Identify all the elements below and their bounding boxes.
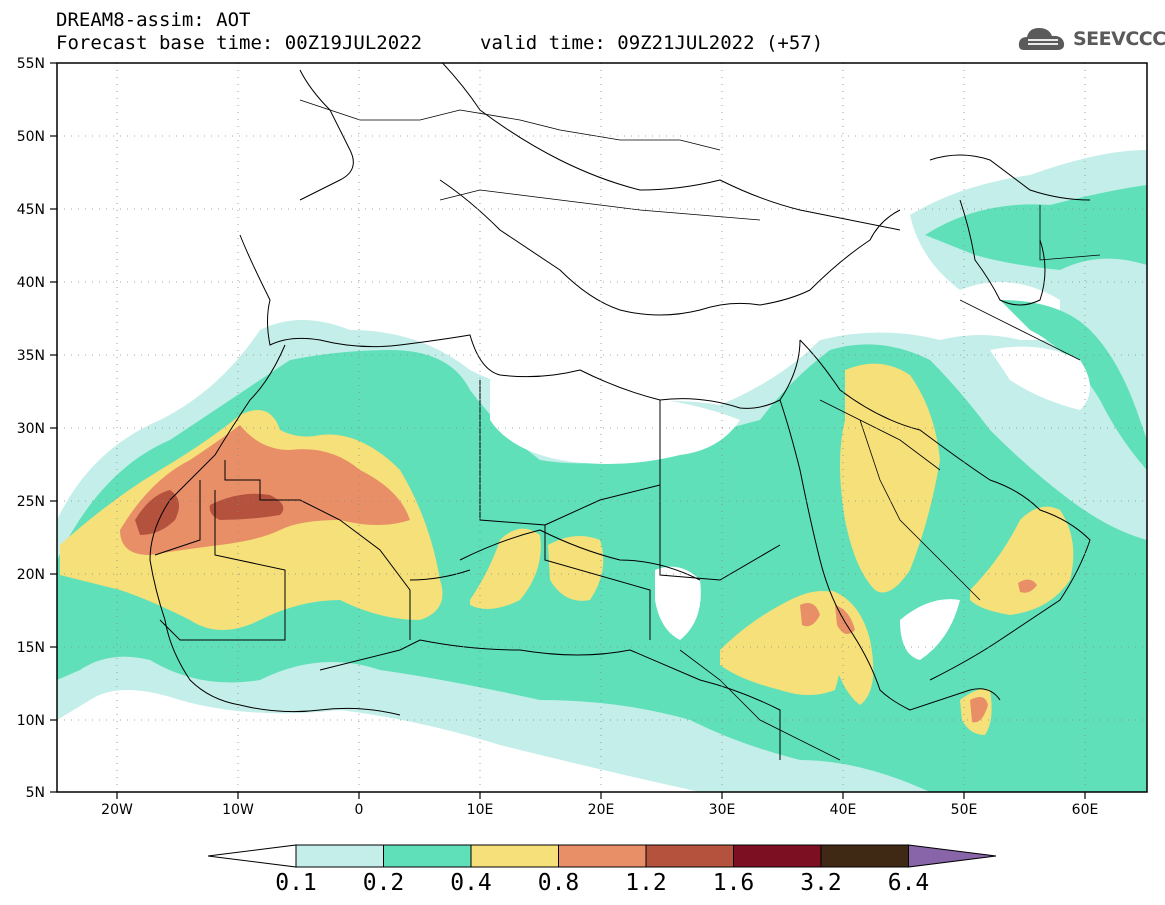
valid-time: valid time: 09Z21JUL2022 (+57) xyxy=(480,32,824,54)
colorbar-swatch xyxy=(558,844,647,868)
lon-label: 40E xyxy=(830,802,857,818)
colorbar-label: 1.2 xyxy=(625,870,667,896)
product-title: DREAM8-assim: AOT xyxy=(56,9,251,31)
aot-field xyxy=(57,63,1147,792)
lon-label: 20E xyxy=(588,802,615,818)
lat-label: 30N xyxy=(17,421,45,437)
colorbar-label: 3.2 xyxy=(800,870,842,896)
colorbar-label: 0.1 xyxy=(275,870,317,896)
lat-label: 20N xyxy=(17,567,45,583)
lat-label: 35N xyxy=(17,348,45,364)
lon-label: 0 xyxy=(355,802,364,818)
lon-label: 50E xyxy=(951,802,978,818)
forecast-base-time: Forecast base time: 00Z19JUL2022 xyxy=(56,32,423,54)
lat-label: 5N xyxy=(26,785,45,801)
lat-label: 15N xyxy=(17,640,45,656)
colorbar-swatch xyxy=(820,844,909,868)
lat-label: 45N xyxy=(17,202,45,218)
colorbar-swatch xyxy=(733,844,822,868)
lat-label: 40N xyxy=(17,275,45,291)
colorbar-swatch xyxy=(470,844,559,868)
country-borders xyxy=(299,99,1101,761)
colorbar-swatch xyxy=(295,844,384,868)
lat-label: 25N xyxy=(17,494,45,510)
colorbar-under-arrow xyxy=(207,844,297,868)
axis-ticks xyxy=(50,62,1086,799)
colorbar-label: 0.8 xyxy=(537,870,580,896)
cloud-icon xyxy=(1018,28,1065,50)
lat-label: 55N xyxy=(17,56,45,72)
colorbar-label: 0.2 xyxy=(362,870,405,896)
lon-label: 10E xyxy=(467,802,494,818)
colorbar xyxy=(207,844,997,868)
logo-text: SEEVCCC xyxy=(1073,28,1165,50)
latitude-labels: 55N 50N 45N 40N 35N 30N 25N 20N 15N 10N … xyxy=(17,56,45,801)
lon-label: 20W xyxy=(101,802,133,818)
colorbar-label: 1.6 xyxy=(712,870,755,896)
colorbar-label: 6.4 xyxy=(887,870,930,896)
lon-label: 30E xyxy=(709,802,736,818)
coastlines xyxy=(149,63,1091,760)
lon-label: 60E xyxy=(1072,802,1099,818)
graticule xyxy=(57,63,1147,792)
colorbar-swatch xyxy=(383,844,472,868)
longitude-labels: 20W 10W 0 10E 20E 30E 40E 50E 60E xyxy=(101,802,1098,818)
aot-clear-areas xyxy=(490,346,1090,660)
colorbar-swatch xyxy=(645,844,734,868)
lat-label: 50N xyxy=(17,129,45,145)
lon-label: 10W xyxy=(222,802,254,818)
colorbar-label: 0.4 xyxy=(450,870,492,896)
lat-label: 10N xyxy=(17,713,45,729)
colorbar-over-arrow xyxy=(908,844,997,868)
